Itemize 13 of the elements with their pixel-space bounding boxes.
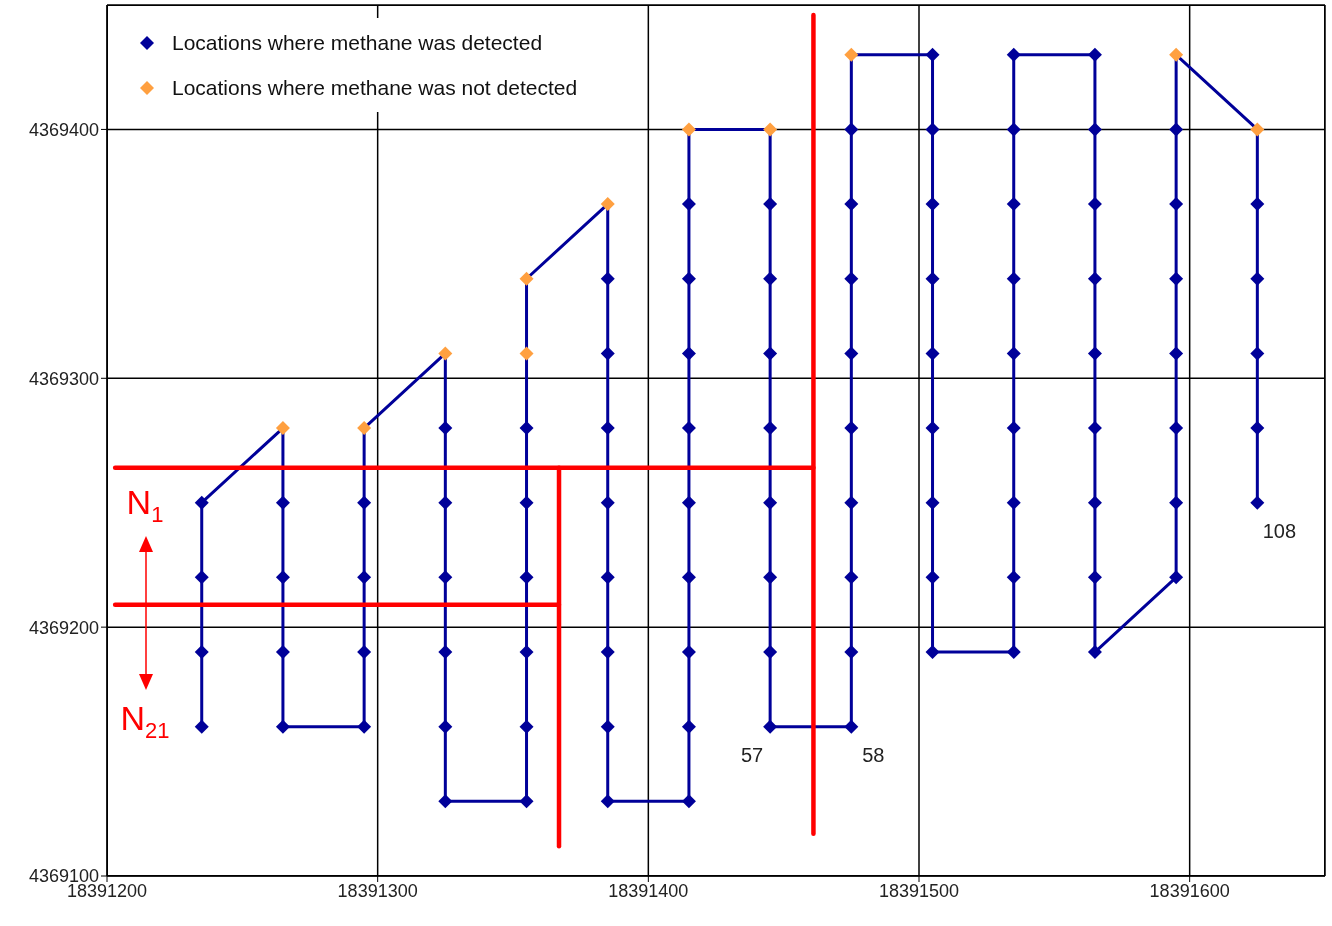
y-tick-label: 4369300 [28, 368, 99, 389]
x-tick-label: 18391600 [1149, 880, 1230, 901]
y-tick-label: 4369200 [28, 617, 99, 638]
annotation: 108 [1262, 519, 1297, 542]
legend-label: Locations where methane was not detected [172, 75, 578, 100]
y-tick-label: 4369400 [28, 119, 99, 140]
x-tick-label: 18391400 [608, 880, 689, 901]
x-tick-label: 18391500 [878, 880, 960, 901]
annotation: N$_{1}$ [126, 483, 164, 527]
legend-label: Locations where methane was detected [172, 30, 543, 55]
x-tick-label: 18391300 [337, 880, 418, 901]
annotation: 58 [862, 743, 885, 766]
annotation: 57 [741, 743, 764, 766]
